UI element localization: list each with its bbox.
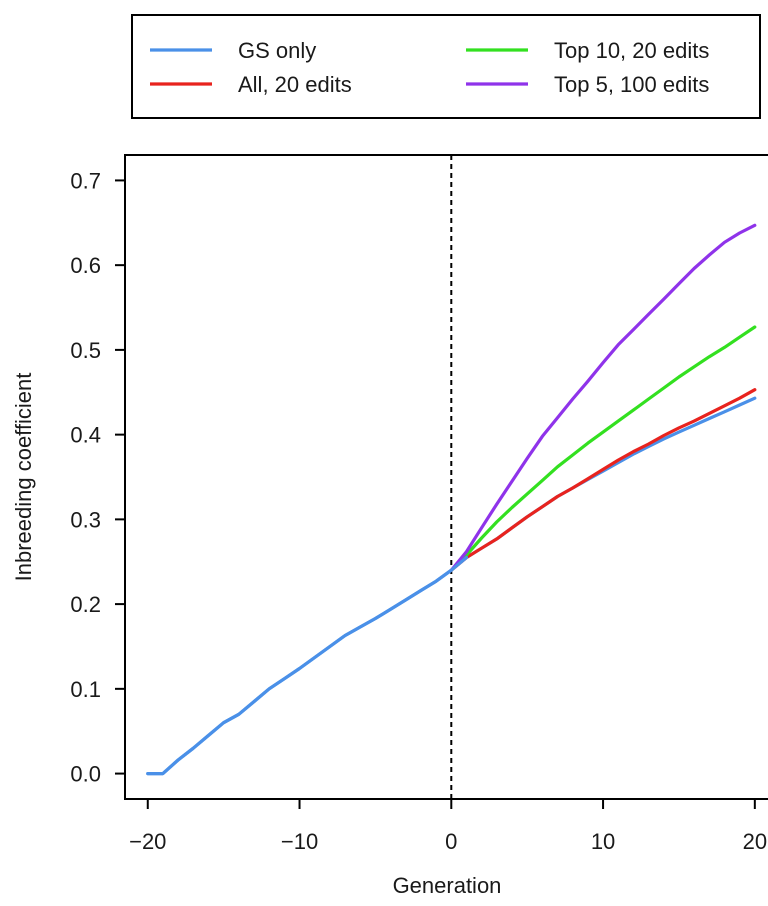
legend-label: All, 20 edits <box>238 72 352 97</box>
x-tick-label: −10 <box>281 829 318 854</box>
y-tick-label: 0.4 <box>70 423 101 448</box>
series-line-3 <box>449 223 757 572</box>
x-tick-label: 0 <box>445 829 457 854</box>
legend-label: Top 5, 100 edits <box>554 72 709 97</box>
series-line-2 <box>449 325 757 572</box>
y-tick-label: 0.0 <box>70 762 101 787</box>
y-tick-label: 0.3 <box>70 507 101 532</box>
legend: GS only All, 20 edits Top 10, 20 edits Top … <box>150 38 709 97</box>
y-tick-label: 0.2 <box>70 592 101 617</box>
series-line-1 <box>449 388 757 572</box>
plot-area <box>146 155 757 799</box>
y-tick-label: 0.6 <box>70 253 101 278</box>
y-tick-label: 0.1 <box>70 677 101 702</box>
legend-label: GS only <box>238 38 316 63</box>
series-line-gs-only-overlay <box>146 555 469 776</box>
y-tick-label: 0.5 <box>70 338 101 363</box>
axes: −20 −10 0 10 20 0.0 0.1 0.2 0.3 0.4 0.5 0.6 0.7 <box>70 168 767 854</box>
plot-frame <box>124 154 768 800</box>
legend-label: Top 10, 20 edits <box>554 38 709 63</box>
y-tick-label: 0.7 <box>70 168 101 193</box>
y-axis-label: Inbreeding coefficient <box>11 373 36 582</box>
x-tick-label: 10 <box>591 829 615 854</box>
x-tick-label: 20 <box>743 829 767 854</box>
legend-box <box>131 14 761 119</box>
x-axis-label: Generation <box>393 873 502 898</box>
x-tick-label: −20 <box>129 829 166 854</box>
